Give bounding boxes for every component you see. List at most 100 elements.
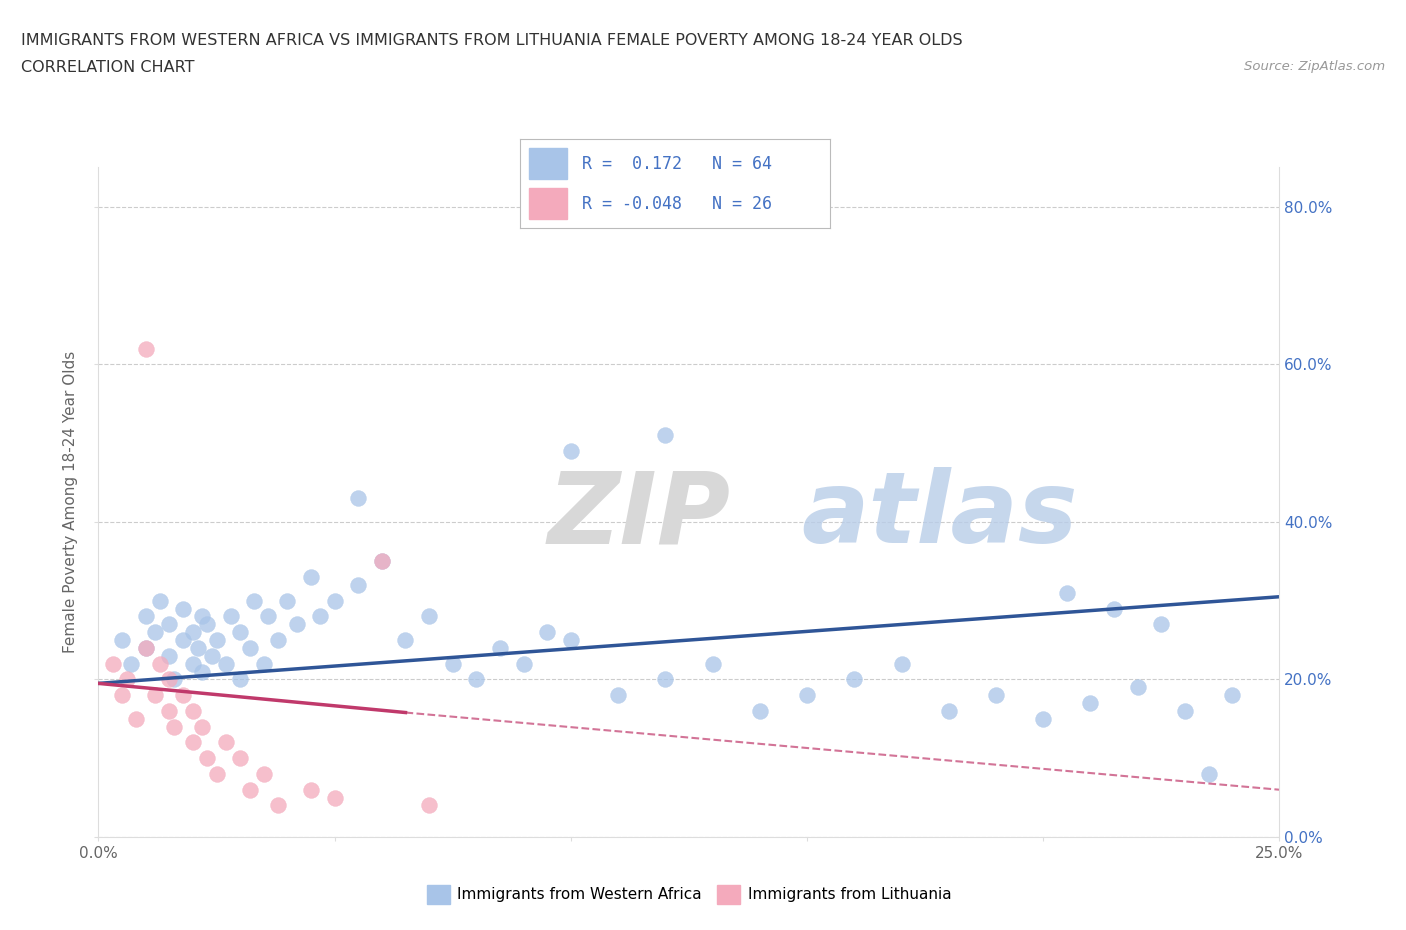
Point xyxy=(205,632,228,647)
Point xyxy=(215,735,238,750)
Point xyxy=(418,798,440,813)
Point xyxy=(276,593,298,608)
Point xyxy=(394,632,416,647)
Point xyxy=(1056,585,1078,600)
Point xyxy=(172,601,194,616)
Point xyxy=(309,609,332,624)
Point xyxy=(536,625,558,640)
Point xyxy=(371,554,394,569)
Point xyxy=(135,641,157,656)
Point xyxy=(143,625,166,640)
Point xyxy=(163,672,186,687)
Point xyxy=(512,657,534,671)
Point xyxy=(135,609,157,624)
Point xyxy=(441,657,464,671)
Point xyxy=(239,641,262,656)
Point xyxy=(1126,680,1149,695)
Point xyxy=(702,657,724,671)
Point xyxy=(243,593,266,608)
Point xyxy=(560,444,582,458)
Point xyxy=(157,648,180,663)
Point xyxy=(191,609,214,624)
Point xyxy=(229,751,252,765)
Point xyxy=(157,672,180,687)
Point xyxy=(844,672,866,687)
Point xyxy=(938,703,960,718)
Point xyxy=(157,617,180,631)
Point xyxy=(149,593,172,608)
Text: Source: ZipAtlas.com: Source: ZipAtlas.com xyxy=(1244,60,1385,73)
Point xyxy=(654,428,676,443)
Point xyxy=(253,657,276,671)
Point xyxy=(257,609,280,624)
Point xyxy=(1198,766,1220,781)
Point xyxy=(181,735,204,750)
Point xyxy=(135,641,157,656)
Point xyxy=(111,688,134,703)
Point xyxy=(347,491,370,506)
Point xyxy=(149,657,172,671)
Point xyxy=(125,711,148,726)
Point xyxy=(163,719,186,734)
Bar xyxy=(530,188,567,219)
Point xyxy=(181,703,204,718)
Text: ZIP: ZIP xyxy=(547,467,730,565)
Point xyxy=(191,664,214,679)
Point xyxy=(181,657,204,671)
Text: R = -0.048   N = 26: R = -0.048 N = 26 xyxy=(582,194,772,213)
Point xyxy=(239,782,262,797)
Point xyxy=(191,719,214,734)
Point xyxy=(121,657,143,671)
Point xyxy=(205,766,228,781)
Point xyxy=(115,672,138,687)
Point xyxy=(215,657,238,671)
Point xyxy=(1174,703,1197,718)
Y-axis label: Female Poverty Among 18-24 Year Olds: Female Poverty Among 18-24 Year Olds xyxy=(63,352,79,654)
Point xyxy=(157,703,180,718)
Point xyxy=(187,641,209,656)
Point xyxy=(195,617,218,631)
Point xyxy=(201,648,224,663)
Point xyxy=(101,657,124,671)
Point xyxy=(371,554,394,569)
Point xyxy=(748,703,770,718)
Point xyxy=(1220,688,1243,703)
Point xyxy=(560,632,582,647)
Point xyxy=(229,625,252,640)
Point xyxy=(418,609,440,624)
Point xyxy=(323,593,346,608)
Point xyxy=(1150,617,1173,631)
Point xyxy=(654,672,676,687)
Point xyxy=(172,632,194,647)
Point xyxy=(1032,711,1054,726)
Point xyxy=(229,672,252,687)
Point xyxy=(984,688,1007,703)
Point xyxy=(796,688,818,703)
Text: CORRELATION CHART: CORRELATION CHART xyxy=(21,60,194,75)
Point xyxy=(143,688,166,703)
Point xyxy=(299,782,322,797)
Text: atlas: atlas xyxy=(801,467,1077,565)
Point xyxy=(1080,696,1102,711)
Point xyxy=(267,798,290,813)
Point xyxy=(323,790,346,805)
Legend: Immigrants from Western Africa, Immigrants from Lithuania: Immigrants from Western Africa, Immigran… xyxy=(420,879,957,910)
Text: IMMIGRANTS FROM WESTERN AFRICA VS IMMIGRANTS FROM LITHUANIA FEMALE POVERTY AMONG: IMMIGRANTS FROM WESTERN AFRICA VS IMMIGR… xyxy=(21,33,963,47)
Point xyxy=(285,617,308,631)
Point xyxy=(195,751,218,765)
Point xyxy=(347,578,370,592)
Point xyxy=(111,632,134,647)
Point xyxy=(135,341,157,356)
Point xyxy=(890,657,912,671)
Point xyxy=(172,688,194,703)
Point xyxy=(1102,601,1125,616)
Text: R =  0.172   N = 64: R = 0.172 N = 64 xyxy=(582,154,772,173)
Point xyxy=(219,609,242,624)
Point xyxy=(489,641,512,656)
Point xyxy=(267,632,290,647)
Point xyxy=(253,766,276,781)
Point xyxy=(299,569,322,584)
Bar xyxy=(530,149,567,179)
Point xyxy=(465,672,488,687)
Point xyxy=(607,688,630,703)
